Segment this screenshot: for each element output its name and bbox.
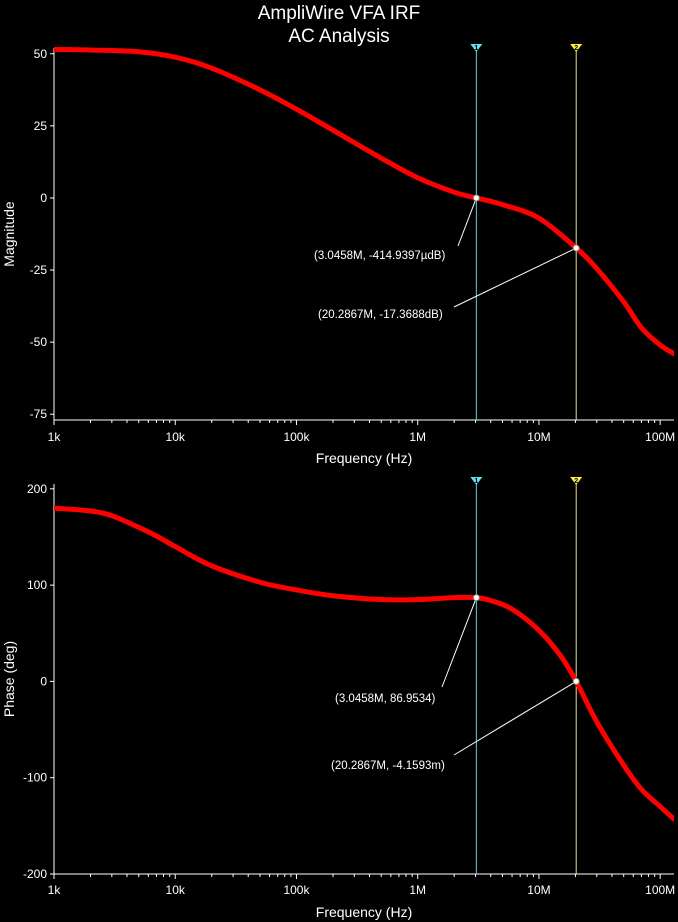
y-tick-label: 25 [34, 119, 48, 133]
cursor-handle-label: 1 [474, 45, 478, 52]
cursor-handle-label: 2 [574, 45, 578, 52]
x-tick-label: 100M [645, 430, 675, 444]
chart-title-line-1: AmpliWire VFA IRF [257, 3, 421, 24]
y-tick-label: -100 [23, 771, 47, 785]
annotation-leader-line [457, 197, 477, 247]
cursor-handle-2[interactable] [570, 477, 583, 485]
x-tick-label: 1M [409, 430, 426, 444]
annotation-leader-line [441, 597, 477, 688]
x-tick-label: 100k [283, 883, 310, 897]
cursor-handle-label: 1 [474, 478, 478, 485]
chart-title-line-2: AC Analysis [288, 26, 390, 47]
annotation-leader-line [453, 247, 577, 308]
x-axis-label: Frequency (Hz) [316, 450, 412, 466]
cursor-point-marker [472, 594, 480, 602]
y-axis-label: Magnitude [1, 201, 17, 267]
cursor-point-marker [572, 244, 580, 252]
y-tick-label: -25 [30, 263, 48, 277]
x-tick-label: 1k [48, 883, 62, 897]
x-tick-label: 10M [527, 883, 550, 897]
cursor-annotation-label: (3.0458M, -414.9397µdB) [314, 250, 445, 262]
x-tick-label: 100k [283, 430, 310, 444]
y-tick-label: 0 [40, 191, 47, 205]
cursor-handle-label: 2 [574, 478, 578, 485]
x-tick-label: 1M [409, 883, 426, 897]
data-series-line [54, 46, 674, 357]
y-tick-label: -200 [23, 867, 47, 881]
y-tick-label: 50 [34, 47, 48, 61]
cursor-annotation-label: (3.0458M, 86.9534) [335, 693, 436, 705]
y-tick-label: 0 [40, 674, 47, 688]
annotation-leader-line [453, 680, 577, 756]
x-tick-label: 1k [48, 430, 62, 444]
data-series-line [54, 505, 674, 822]
x-axis-label: Frequency (Hz) [316, 904, 412, 920]
x-tick-label: 100M [645, 883, 675, 897]
cursor-handle-1[interactable] [470, 477, 483, 485]
x-tick-label: 10M [527, 430, 550, 444]
x-tick-label: 10k [166, 883, 186, 897]
cursor-handle-1[interactable] [470, 44, 483, 52]
cursor-point-marker [572, 677, 580, 685]
x-tick-label: 10k [166, 430, 186, 444]
y-tick-label: -50 [30, 335, 48, 349]
cursor-handle-2[interactable] [570, 44, 583, 52]
y-tick-label: -75 [30, 407, 48, 421]
cursor-annotation-label: (20.2867M, -17.3688dB) [318, 309, 443, 321]
cursor-point-marker [472, 194, 480, 202]
y-tick-label: 200 [27, 482, 47, 496]
y-axis-label: Phase (deg) [1, 641, 17, 717]
y-tick-label: 100 [27, 578, 47, 592]
cursor-annotation-label: (20.2867M, -4.1593m) [331, 760, 445, 772]
